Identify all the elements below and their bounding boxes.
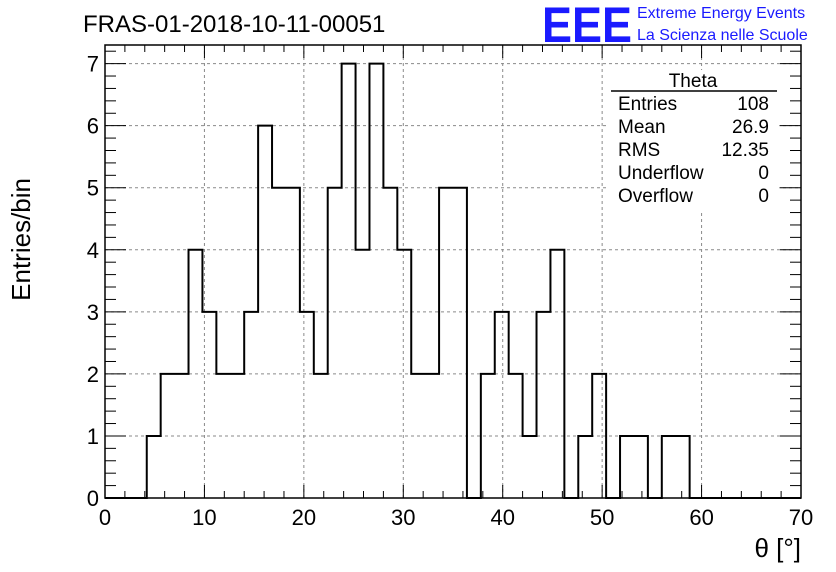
histogram-bin: [369, 64, 383, 498]
x-tick-label: 10: [192, 505, 216, 530]
stats-label: Underflow: [618, 163, 704, 184]
histogram-bin: [662, 436, 676, 498]
stats-label: RMS: [618, 140, 660, 161]
x-tick-label: 30: [391, 505, 415, 530]
x-tick-label: 60: [689, 505, 713, 530]
y-axis-label: Entries/bin: [6, 178, 36, 301]
histogram-bin: [342, 64, 356, 498]
histogram-bin: [676, 436, 690, 498]
histogram-bin: [634, 436, 648, 498]
stats-title: Theta: [669, 71, 718, 92]
histogram-outline: [105, 62, 801, 499]
eee-logo-mark: EEE: [542, 0, 632, 53]
histogram-bin: [523, 436, 537, 498]
histogram-bin: [578, 436, 592, 498]
x-tick-label: 40: [490, 505, 514, 530]
plot-area: 0 10 20 30 40 50 60 70 0 1 2 3 4 5 6 7: [87, 44, 813, 530]
stats-box: Theta Entries 108 Mean 26.9 RMS 12.35 Un…: [611, 71, 777, 207]
y-tick-label: 3: [87, 300, 99, 325]
histogram-bin: [147, 436, 161, 498]
y-tick-label: 4: [87, 238, 99, 263]
x-tick-label: 50: [590, 505, 614, 530]
histogram-bin: [328, 188, 342, 498]
histogram-bin: [244, 312, 258, 498]
histogram-bin: [453, 188, 467, 498]
histogram-bin: [383, 188, 397, 498]
stats-value: 12.35: [721, 140, 769, 161]
stats-box-background: [609, 70, 779, 210]
y-tick-label: 1: [87, 424, 99, 449]
stats-value: 0: [758, 163, 769, 184]
stats-value: 26.9: [732, 117, 769, 138]
histogram-bin: [495, 312, 509, 498]
x-tick-label: 0: [99, 505, 111, 530]
histogram-bin: [537, 312, 551, 498]
histogram-bin: [439, 188, 453, 498]
logo-line-2: La Scienza nelle Scuole: [637, 27, 808, 44]
plot-frame: [104, 44, 802, 499]
histogram-bin: [300, 312, 314, 498]
y-tick-label: 5: [87, 176, 99, 201]
histogram-bin: [620, 436, 634, 498]
stats-label: Mean: [618, 117, 666, 138]
y-tick-label: 7: [87, 52, 99, 77]
y-tick-label: 6: [87, 114, 99, 139]
histogram-bin: [481, 374, 495, 498]
stats-label: Overflow: [618, 186, 693, 207]
x-axis-label: θ [°]: [754, 533, 801, 563]
stats-value: 108: [737, 94, 769, 115]
histogram-bin: [272, 188, 286, 498]
chart-title: FRAS-01-2018-10-11-00051: [83, 11, 385, 38]
histogram-bin: [286, 188, 300, 498]
stats-value: 0: [758, 186, 769, 207]
y-tick-label: 0: [87, 486, 99, 511]
stats-label: Entries: [618, 94, 677, 115]
histogram-bin: [175, 374, 189, 498]
histogram-bin: [216, 374, 230, 498]
y-tick-label: 2: [87, 362, 99, 387]
x-tick-label: 20: [292, 505, 316, 530]
logo-line-1: Extreme Energy Events: [637, 5, 805, 22]
x-tick-label: 70: [789, 505, 813, 530]
eee-logo: EEE Extreme Energy Events La Scienza nel…: [542, 0, 808, 53]
